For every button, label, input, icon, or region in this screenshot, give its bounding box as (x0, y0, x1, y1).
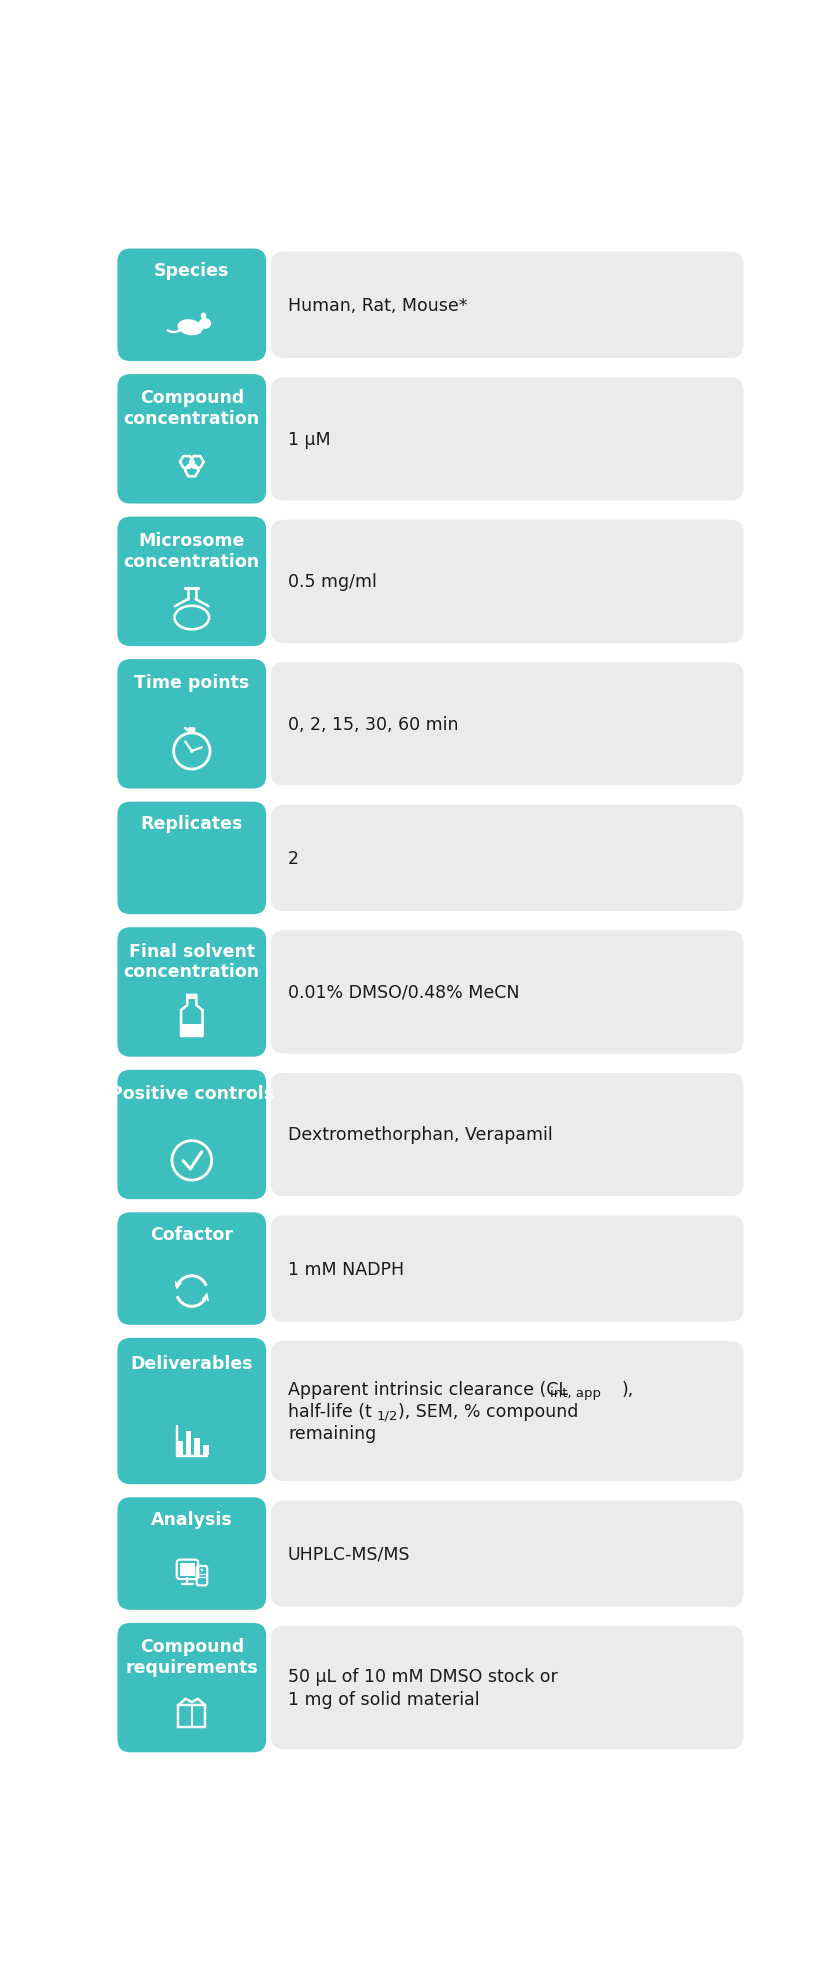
FancyBboxPatch shape (188, 727, 195, 733)
Ellipse shape (201, 313, 206, 319)
FancyBboxPatch shape (270, 1625, 743, 1750)
FancyBboxPatch shape (118, 928, 266, 1056)
FancyBboxPatch shape (270, 379, 743, 501)
Text: Time points: Time points (134, 674, 249, 692)
Text: 0, 2, 15, 30, 60 min: 0, 2, 15, 30, 60 min (288, 716, 459, 733)
Text: Final solvent: Final solvent (129, 941, 255, 959)
FancyBboxPatch shape (194, 1439, 200, 1455)
Text: Analysis: Analysis (151, 1510, 233, 1528)
Text: Dextromethorphan, Verapamil: Dextromethorphan, Verapamil (288, 1126, 553, 1144)
FancyBboxPatch shape (118, 660, 266, 789)
Text: Deliverables: Deliverables (130, 1354, 253, 1372)
Text: ), SEM, % compound: ), SEM, % compound (398, 1403, 578, 1421)
FancyBboxPatch shape (270, 805, 743, 912)
Text: 2: 2 (288, 850, 299, 868)
Text: concentration: concentration (123, 553, 260, 571)
Ellipse shape (177, 319, 202, 337)
Text: concentration: concentration (123, 410, 260, 428)
FancyBboxPatch shape (118, 250, 266, 363)
Text: Human, Rat, Mouse*: Human, Rat, Mouse* (288, 297, 467, 315)
Text: half-life (t: half-life (t (288, 1403, 371, 1421)
Text: int, app: int, app (550, 1387, 601, 1399)
Text: requirements: requirements (125, 1659, 258, 1677)
Text: Apparent intrinsic clearance (CL: Apparent intrinsic clearance (CL (288, 1379, 568, 1397)
Text: 1/2: 1/2 (377, 1409, 398, 1421)
FancyBboxPatch shape (270, 1215, 743, 1322)
Text: Cofactor: Cofactor (150, 1225, 234, 1243)
FancyBboxPatch shape (118, 1338, 266, 1485)
Polygon shape (181, 1025, 202, 1037)
Text: 1 μM: 1 μM (288, 430, 330, 448)
FancyBboxPatch shape (186, 1431, 192, 1455)
Text: 0.01% DMSO/0.48% MeCN: 0.01% DMSO/0.48% MeCN (288, 983, 519, 1001)
FancyBboxPatch shape (270, 521, 743, 644)
Text: concentration: concentration (123, 963, 260, 981)
FancyBboxPatch shape (118, 517, 266, 646)
FancyBboxPatch shape (177, 1441, 182, 1455)
FancyBboxPatch shape (186, 995, 197, 999)
FancyBboxPatch shape (118, 803, 266, 916)
Text: ),: ), (621, 1379, 633, 1397)
FancyBboxPatch shape (270, 1342, 743, 1481)
FancyBboxPatch shape (270, 1074, 743, 1197)
Text: Replicates: Replicates (140, 815, 243, 832)
FancyBboxPatch shape (118, 1213, 266, 1326)
FancyBboxPatch shape (270, 1500, 743, 1607)
FancyBboxPatch shape (118, 1623, 266, 1752)
Text: 1 mM NADPH: 1 mM NADPH (288, 1261, 404, 1278)
Text: Species: Species (154, 262, 229, 279)
FancyBboxPatch shape (118, 1498, 266, 1609)
Text: Positive controls: Positive controls (110, 1084, 274, 1102)
Text: 0.5 mg/ml: 0.5 mg/ml (288, 573, 377, 591)
Text: Compound: Compound (139, 1637, 244, 1655)
Text: remaining: remaining (288, 1425, 376, 1443)
FancyBboxPatch shape (270, 252, 743, 359)
FancyBboxPatch shape (180, 1564, 195, 1576)
Text: UHPLC-MS/MS: UHPLC-MS/MS (288, 1544, 411, 1562)
Circle shape (190, 749, 194, 753)
Circle shape (201, 1570, 203, 1572)
FancyBboxPatch shape (203, 1445, 208, 1455)
FancyBboxPatch shape (270, 662, 743, 787)
FancyBboxPatch shape (118, 375, 266, 503)
Ellipse shape (199, 319, 211, 329)
Text: Microsome: Microsome (139, 531, 245, 549)
Text: 50 μL of 10 mM DMSO stock or: 50 μL of 10 mM DMSO stock or (288, 1667, 558, 1685)
Text: 1 mg of solid material: 1 mg of solid material (288, 1691, 480, 1708)
FancyBboxPatch shape (118, 1070, 266, 1199)
FancyBboxPatch shape (270, 932, 743, 1054)
Text: Compound: Compound (139, 388, 244, 406)
